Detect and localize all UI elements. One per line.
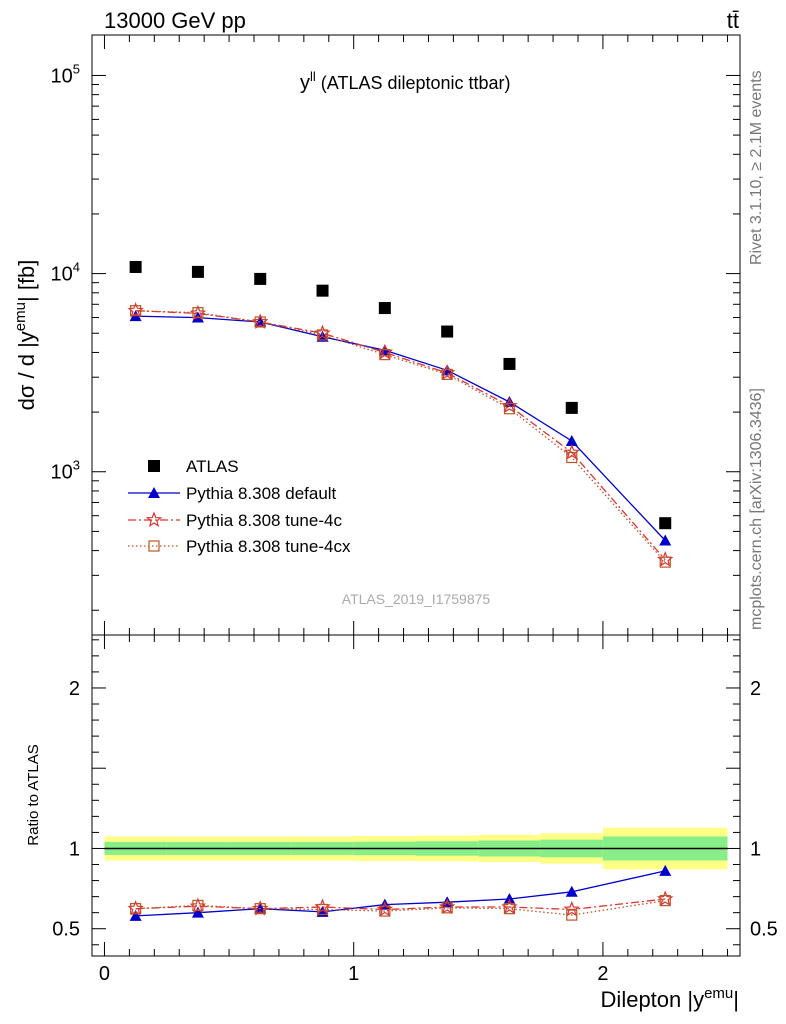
ratio-series-default	[129, 864, 672, 921]
ratio-ytick-label-right: 1	[750, 838, 761, 860]
main-series-layer	[127, 260, 674, 568]
main-point-atlas	[659, 517, 672, 530]
ratio-xtick-label: 1	[348, 963, 359, 985]
main-point-tune4cx	[254, 316, 266, 328]
main-point-tune4cx	[503, 403, 516, 415]
legend-marker-default	[148, 487, 160, 498]
main-point-atlas	[316, 284, 329, 297]
main-point-default	[659, 534, 672, 546]
legend-marker-tune4c	[145, 511, 163, 528]
main-ytick-label: 105	[51, 61, 80, 87]
legend: ATLAS Pythia 8.308 default Pythia 8.308 …	[128, 457, 351, 556]
mcplots-label: mcplots.cern.ch [arXiv:1306.3436]	[748, 388, 765, 630]
header-energy: 13000 GeV pp	[104, 8, 246, 33]
main-series-tune4cx	[130, 305, 671, 568]
ratio-point-tune4cx	[316, 903, 329, 916]
main-point-tune4cx	[441, 368, 453, 380]
legend-label-tune4c: Pythia 8.308 tune-4c	[186, 511, 342, 530]
ratio-xtick-label: 0	[99, 963, 110, 985]
legend-label-atlas: ATLAS	[186, 457, 239, 476]
main-ytick-label: 103	[51, 458, 80, 484]
ratio-ytick-label: 0.5	[52, 919, 80, 941]
ratio-series-layer	[127, 864, 674, 921]
main-panel: 103 104 105 yll (ATLAS dileptonic ttbar) d…	[12, 34, 741, 636]
ratio-series-line-default	[135, 870, 666, 917]
ratio-xtick-label: 2	[597, 963, 608, 985]
main-point-tune4cx	[316, 329, 329, 341]
main-point-tune4cx	[379, 349, 391, 361]
ratio-point-tune4cx	[254, 903, 266, 915]
main-ytick-label: 104	[51, 260, 80, 286]
main-point-atlas	[565, 401, 578, 414]
main-point-atlas	[503, 357, 516, 370]
ratio-point-tune4c	[563, 900, 580, 917]
ratio-tick-labels: 0.5 0.5 1 1 2 2 0 1 2	[52, 678, 778, 985]
ratio-panel-frame	[91, 634, 741, 957]
ratio-point-tune4cx	[379, 905, 391, 917]
ratio-point-default	[565, 885, 578, 897]
main-point-default	[565, 434, 578, 446]
main-point-tune4cx	[566, 451, 578, 464]
legend-label-default: Pythia 8.308 default	[186, 484, 337, 503]
legend-label-tune4cx: Pythia 8.308 tune-4cx	[186, 537, 351, 556]
ratio-ytick-label: 2	[69, 678, 80, 700]
ratio-point-default	[659, 864, 672, 876]
ratio-point-tune4cx	[130, 903, 142, 915]
rivet-version-label: Rivet 3.1.10, ≥ 2.1M events	[748, 70, 765, 265]
ratio-point-default	[191, 906, 204, 918]
ratio-series-tune4cx	[130, 895, 671, 921]
ratio-point-default	[129, 909, 142, 921]
legend-entry-atlas: ATLAS	[148, 457, 239, 476]
analysis-watermark: ATLAS_2019_I1759875	[342, 591, 491, 607]
ratio-ytick-label-right: 2	[750, 678, 761, 700]
main-point-atlas	[441, 325, 454, 338]
legend-entry-default: Pythia 8.308 default	[128, 484, 337, 503]
main-point-tune4cx	[659, 556, 671, 568]
main-point-tune4cx	[192, 307, 204, 319]
main-point-tune4cx	[130, 305, 142, 317]
ratio-xlabel: Dilepton |yemu|	[601, 985, 739, 1012]
main-point-atlas	[378, 302, 391, 315]
legend-marker-atlas	[148, 460, 160, 472]
main-point-atlas	[254, 272, 267, 285]
main-title: yll (ATLAS dileptonic ttbar)	[300, 69, 511, 94]
main-point-atlas	[191, 265, 204, 278]
ratio-point-tune4cx	[441, 902, 453, 914]
ratio-point-tune4cx	[192, 899, 204, 912]
main-series-line-default	[135, 315, 666, 541]
ratio-point-tune4cx	[503, 903, 516, 915]
legend-entry-tune4cx: Pythia 8.308 tune-4cx	[128, 537, 351, 556]
main-series-atlas	[129, 260, 672, 530]
ratio-series-line-tune4c	[135, 898, 666, 911]
main-point-tune4c	[563, 443, 580, 460]
legend-entry-tune4c: Pythia 8.308 tune-4c	[128, 511, 342, 530]
ratio-ytick-label: 1	[69, 838, 80, 860]
ratio-axis-ticks	[92, 635, 740, 956]
ratio-point-tune4cx	[659, 895, 671, 907]
main-ylabel: dσ / d |yemu| [fb]	[12, 260, 39, 411]
ratio-point-tune4cx	[566, 909, 578, 921]
main-ytick-labels: 103 104 105	[51, 61, 80, 483]
main-point-atlas	[129, 260, 142, 273]
ratio-panel: 0.5 0.5 1 1 2 2 0 1 2 Ratio to ATLAS Dilepton |y…	[25, 634, 778, 1012]
ratio-ylabel: Ratio to ATLAS	[25, 744, 42, 845]
header-process: tt̄	[727, 8, 739, 33]
main-series-line-tune4c	[135, 310, 666, 561]
ratio-ytick-label-right: 0.5	[750, 919, 778, 941]
legend-marker-tune4cx	[148, 540, 160, 552]
ratio-series-line-tune4cx	[135, 899, 666, 916]
main-axis-ticks	[92, 35, 740, 635]
